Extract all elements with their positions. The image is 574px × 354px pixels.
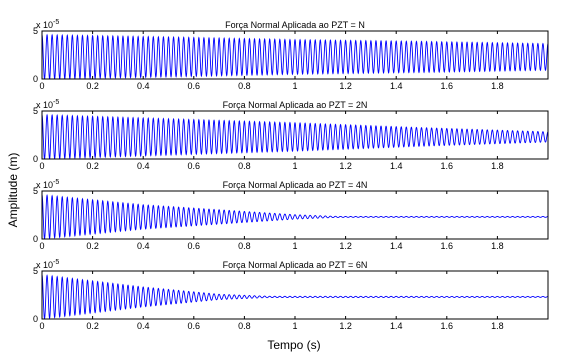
x-tick-label: 1.6 xyxy=(441,161,454,171)
x-tick-label: 0.4 xyxy=(137,241,150,251)
y-exponent-label: x 10-5 xyxy=(36,19,59,30)
y-exponent-label: x 10-5 xyxy=(36,179,59,190)
x-axis-label: Tempo (s) xyxy=(267,338,320,352)
x-tick-label: 0.6 xyxy=(188,81,201,91)
x-tick-label: 1.8 xyxy=(491,81,504,91)
x-tick-label: 1 xyxy=(292,161,297,171)
x-tick-label: 0.6 xyxy=(188,321,201,331)
subplot-title: Força Normal Aplicada ao PZT = N xyxy=(225,20,365,30)
x-tick-label: 1.6 xyxy=(441,321,454,331)
y-tick-label: 0 xyxy=(33,314,38,324)
x-tick-label: 1.2 xyxy=(339,241,352,251)
x-tick-label: 0.8 xyxy=(238,161,251,171)
subplots: Força Normal Aplicada ao PZT = Nx 10-50 0… xyxy=(33,19,549,331)
y-tick-label: 0 xyxy=(33,154,38,164)
x-tick-label: 0.4 xyxy=(137,81,150,91)
subplot-title: Força Normal Aplicada ao PZT = 4N xyxy=(223,180,368,190)
y-tick-label: 0 xyxy=(33,74,38,84)
y-axis-label: Amplitude (m) xyxy=(6,153,20,228)
y-tick-label: 5 xyxy=(33,106,38,116)
x-tick-label: 1.2 xyxy=(339,81,352,91)
x-tick-label: 1.8 xyxy=(491,321,504,331)
x-tick-label: 1.4 xyxy=(390,321,403,331)
x-tick-label: 0.2 xyxy=(86,241,99,251)
x-tick-label: 1.4 xyxy=(390,81,403,91)
y-exponent-label: x 10-5 xyxy=(36,259,59,270)
y-exponent-label: x 10-5 xyxy=(36,99,59,110)
signal-line xyxy=(42,274,548,319)
x-tick-label: 0 xyxy=(39,81,44,91)
x-tick-label: 0.8 xyxy=(238,321,251,331)
subplot-4: Força Normal Aplicada ao PZT = 6N x 10-5 0… xyxy=(33,259,549,331)
x-tick-label: 1.6 xyxy=(441,241,454,251)
signal-line xyxy=(42,33,548,79)
axes-box xyxy=(41,270,549,320)
x-tick-label: 1.4 xyxy=(390,161,403,171)
x-tick-label: 0.4 xyxy=(137,321,150,331)
x-tick-label: 1 xyxy=(292,241,297,251)
subplot-1: Força Normal Aplicada ao PZT = Nx 10-50 0… xyxy=(33,19,549,91)
x-tick-label: 0 xyxy=(39,241,44,251)
subplot-title: Força Normal Aplicada ao PZT = 2N xyxy=(223,100,368,110)
x-tick-label: 0 xyxy=(39,161,44,171)
x-tick-label: 0.6 xyxy=(188,161,201,171)
y-tick-label: 5 xyxy=(33,26,38,36)
x-tick-label: 0.2 xyxy=(86,321,99,331)
x-tick-label: 1 xyxy=(292,81,297,91)
subplot-3: Força Normal Aplicada ao PZT = 4N x 10-5 0… xyxy=(33,179,549,251)
x-tick-label: 0.8 xyxy=(238,81,251,91)
signal-line xyxy=(42,194,548,239)
x-tick-label: 0.6 xyxy=(188,241,201,251)
subplot-2: Força Normal Aplicada ao PZT = 2N x 10-5 0… xyxy=(33,99,549,171)
x-tick-label: 1.4 xyxy=(390,241,403,251)
x-tick-label: 0.8 xyxy=(238,241,251,251)
x-tick-label: 0.4 xyxy=(137,161,150,171)
y-tick-label: 5 xyxy=(33,186,38,196)
y-tick-label: 0 xyxy=(33,234,38,244)
y-tick-label: 5 xyxy=(33,266,38,276)
signal-line xyxy=(42,113,548,159)
x-tick-label: 1 xyxy=(292,321,297,331)
x-tick-label: 0.2 xyxy=(86,81,99,91)
x-tick-label: 1.6 xyxy=(441,81,454,91)
subplot-title: Força Normal Aplicada ao PZT = 6N xyxy=(223,260,368,270)
x-tick-label: 1.2 xyxy=(339,161,352,171)
x-tick-label: 1.8 xyxy=(491,241,504,251)
x-tick-label: 1.8 xyxy=(491,161,504,171)
x-tick-label: 0.2 xyxy=(86,161,99,171)
x-tick-label: 1.2 xyxy=(339,321,352,331)
x-tick-label: 0 xyxy=(39,321,44,331)
